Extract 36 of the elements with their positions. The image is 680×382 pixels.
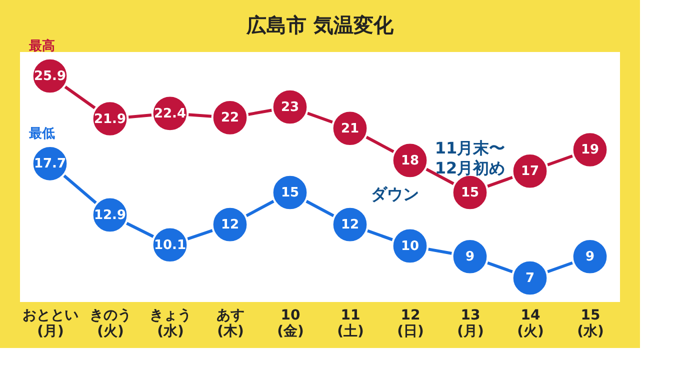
data-label: 19	[580, 142, 600, 158]
data-label: 17	[520, 164, 540, 180]
x-tick-label: おととい (月)	[22, 308, 78, 340]
data-label: 7	[525, 271, 535, 286]
series-label: 最高	[28, 38, 55, 54]
data-label: 9	[585, 250, 595, 265]
x-tick-label: きょう (水)	[150, 308, 192, 340]
x-tick-label: 13 (月)	[457, 308, 484, 340]
annotation: 11月末〜 12月初め	[434, 138, 506, 178]
series-label: 最低	[28, 126, 55, 142]
x-tick-label: あす (木)	[216, 308, 244, 340]
data-label: 10	[400, 238, 420, 254]
data-label: 12	[340, 218, 360, 233]
data-label: 17.7	[34, 156, 66, 172]
data-label: 21	[340, 121, 360, 136]
data-label: 12.9	[94, 208, 126, 223]
point	[511, 259, 549, 297]
data-label: 10.1	[154, 238, 186, 253]
data-label: 22	[220, 110, 240, 126]
data-label: 12	[220, 218, 240, 233]
data-label: 25.9	[34, 69, 66, 84]
x-tick-label: 10 (金)	[277, 308, 304, 340]
data-label: 22.4	[154, 106, 186, 122]
data-label: 23	[280, 100, 300, 115]
x-tick-label: 14 (火)	[517, 308, 544, 340]
x-tick-label: 11 (土)	[337, 308, 364, 340]
data-label: 15	[460, 185, 480, 200]
data-label: 21.9	[94, 112, 126, 127]
chart-title: 広島市 気温変化	[246, 13, 394, 37]
annotation: ダウン	[371, 184, 419, 204]
x-tick-label: 12 (日)	[397, 308, 424, 340]
x-tick-label: きのう (火)	[90, 308, 132, 340]
data-label: 18	[400, 153, 420, 168]
x-tick-label: 15 (水)	[577, 308, 604, 340]
data-label: 9	[465, 250, 475, 265]
data-label: 15	[280, 185, 300, 200]
